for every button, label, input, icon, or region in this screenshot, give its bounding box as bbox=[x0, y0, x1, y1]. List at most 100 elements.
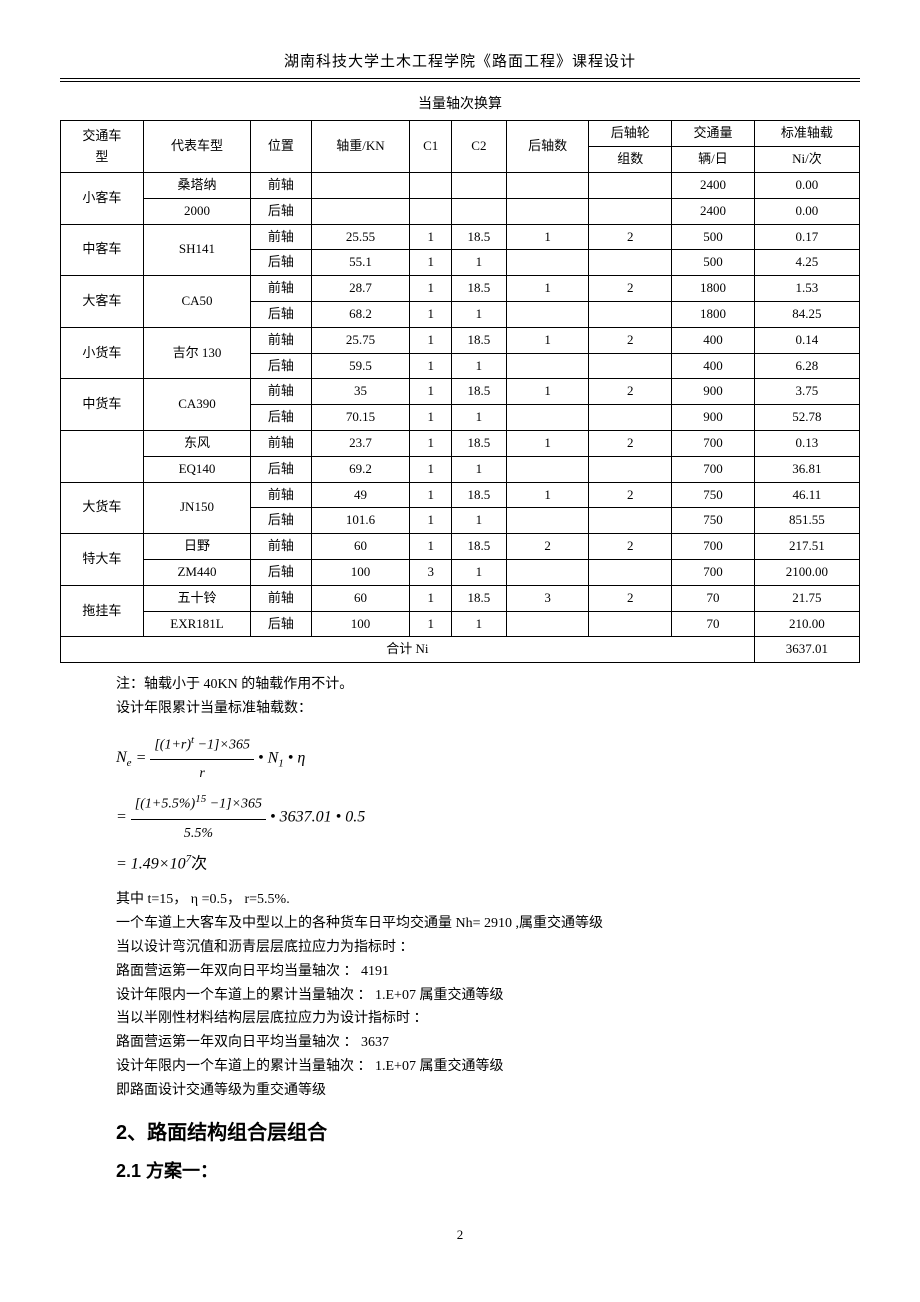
cell bbox=[410, 198, 452, 224]
cell-model: 日野 bbox=[143, 534, 251, 560]
cell: 1 bbox=[410, 585, 452, 611]
cell-category: 拖挂车 bbox=[61, 585, 144, 637]
table-row: 2000后轴24000.00 bbox=[61, 198, 860, 224]
cell-category: 小货车 bbox=[61, 327, 144, 379]
cell: 1 bbox=[452, 353, 507, 379]
cell: 1 bbox=[410, 301, 452, 327]
col-vehicle-type: 交通车型 bbox=[61, 121, 144, 173]
cell bbox=[506, 405, 589, 431]
cell: 700 bbox=[672, 559, 755, 585]
cell: 1 bbox=[452, 559, 507, 585]
cell-model: CA390 bbox=[143, 379, 251, 431]
section-21-title: 2.1 方案一： bbox=[116, 1157, 860, 1186]
cell: 前轴 bbox=[251, 585, 311, 611]
cell: 100 bbox=[311, 559, 410, 585]
cell: 1 bbox=[410, 405, 452, 431]
cell: 0.00 bbox=[754, 198, 859, 224]
cell: 前轴 bbox=[251, 276, 311, 302]
cell: 700 bbox=[672, 456, 755, 482]
table-row: 大货车JN150前轴49118.51275046.11 bbox=[61, 482, 860, 508]
line2: 设计年限累计当量标准轴载数： bbox=[116, 697, 860, 721]
table-row: ZM440后轴100317002100.00 bbox=[61, 559, 860, 585]
table-row: 中客车SH141前轴25.55118.5125000.17 bbox=[61, 224, 860, 250]
p8: 即路面设计交通等级为重交通等级 bbox=[116, 1079, 860, 1103]
cell: 前轴 bbox=[251, 327, 311, 353]
note: 注：轴载小于 40KN 的轴载作用不计。 bbox=[116, 673, 860, 697]
table-row: 拖挂车五十铃前轴60118.5327021.75 bbox=[61, 585, 860, 611]
cell-model: SH141 bbox=[143, 224, 251, 276]
cell bbox=[452, 172, 507, 198]
cell: 18.5 bbox=[452, 276, 507, 302]
cell: 1 bbox=[410, 534, 452, 560]
cell: 2100.00 bbox=[754, 559, 859, 585]
cell: 851.55 bbox=[754, 508, 859, 534]
cell bbox=[506, 250, 589, 276]
cell: 1.53 bbox=[754, 276, 859, 302]
cell: 2 bbox=[589, 379, 672, 405]
cell: 1 bbox=[410, 276, 452, 302]
cell: 1 bbox=[506, 430, 589, 456]
cell bbox=[506, 508, 589, 534]
cell: 前轴 bbox=[251, 430, 311, 456]
cell: 3 bbox=[506, 585, 589, 611]
cell: 69.2 bbox=[311, 456, 410, 482]
cell bbox=[311, 172, 410, 198]
p2: 当以设计弯沉值和沥青层层底拉应力为指标时 ： bbox=[116, 936, 860, 960]
cell: 35 bbox=[311, 379, 410, 405]
cell: 217.51 bbox=[754, 534, 859, 560]
p1: 一个车道上大客车及中型以上的各种货车日平均交通量 Nh= 2910 ,属重交通等… bbox=[116, 912, 860, 936]
cell: 1 bbox=[506, 327, 589, 353]
cell: 1 bbox=[452, 405, 507, 431]
cell: 18.5 bbox=[452, 482, 507, 508]
col-position: 位置 bbox=[251, 121, 311, 173]
col-rear-axles: 后轴数 bbox=[506, 121, 589, 173]
cell: 1800 bbox=[672, 276, 755, 302]
col-axle-weight: 轴重/KN bbox=[311, 121, 410, 173]
cell-model: 东风 bbox=[143, 430, 251, 456]
cell: 210.00 bbox=[754, 611, 859, 637]
cell: 1 bbox=[410, 430, 452, 456]
cell: 1 bbox=[452, 301, 507, 327]
cell-category: 大货车 bbox=[61, 482, 144, 534]
cell: 0.13 bbox=[754, 430, 859, 456]
cell: 1 bbox=[410, 379, 452, 405]
cell: 500 bbox=[672, 224, 755, 250]
params: 其中 t=15， η =0.5， r=5.5%. bbox=[116, 888, 860, 912]
cell: 3.75 bbox=[754, 379, 859, 405]
cell: 1 bbox=[506, 276, 589, 302]
cell-category: 小客车 bbox=[61, 172, 144, 224]
cell: 2 bbox=[589, 276, 672, 302]
cell bbox=[589, 198, 672, 224]
table-row: 小客车桑塔纳前轴24000.00 bbox=[61, 172, 860, 198]
total-label: 合计 Ni bbox=[61, 637, 755, 663]
cell: 49 bbox=[311, 482, 410, 508]
cell-category bbox=[61, 430, 144, 482]
cell: 25.75 bbox=[311, 327, 410, 353]
cell: 前轴 bbox=[251, 534, 311, 560]
cell bbox=[410, 172, 452, 198]
cell: 900 bbox=[672, 379, 755, 405]
cell: 前轴 bbox=[251, 172, 311, 198]
cell-category: 中货车 bbox=[61, 379, 144, 431]
cell bbox=[589, 611, 672, 637]
p3: 路面营运第一年双向日平均当量轴次 ： 4191 bbox=[116, 960, 860, 984]
cell: 1 bbox=[410, 508, 452, 534]
cell: 60 bbox=[311, 534, 410, 560]
cell-model: 五十铃 bbox=[143, 585, 251, 611]
table-row: 东风前轴23.7118.5127000.13 bbox=[61, 430, 860, 456]
p7: 设计年限内一个车道上的累计当量轴次 ： 1.E+07 属重交通等级 bbox=[116, 1055, 860, 1079]
cell: 18.5 bbox=[452, 585, 507, 611]
body-text2: 其中 t=15， η =0.5， r=5.5%. 一个车道上大客车及中型以上的各… bbox=[116, 888, 860, 1102]
cell: 46.11 bbox=[754, 482, 859, 508]
cell bbox=[589, 405, 672, 431]
cell-model: 吉尔 130 bbox=[143, 327, 251, 379]
cell: 25.55 bbox=[311, 224, 410, 250]
cell-model: EXR181L bbox=[143, 611, 251, 637]
cell: 1 bbox=[410, 353, 452, 379]
cell: 750 bbox=[672, 508, 755, 534]
cell: 400 bbox=[672, 353, 755, 379]
cell: 2400 bbox=[672, 172, 755, 198]
cell: 1 bbox=[506, 482, 589, 508]
table-row: 中货车CA390前轴35118.5129003.75 bbox=[61, 379, 860, 405]
cell: 1 bbox=[410, 250, 452, 276]
